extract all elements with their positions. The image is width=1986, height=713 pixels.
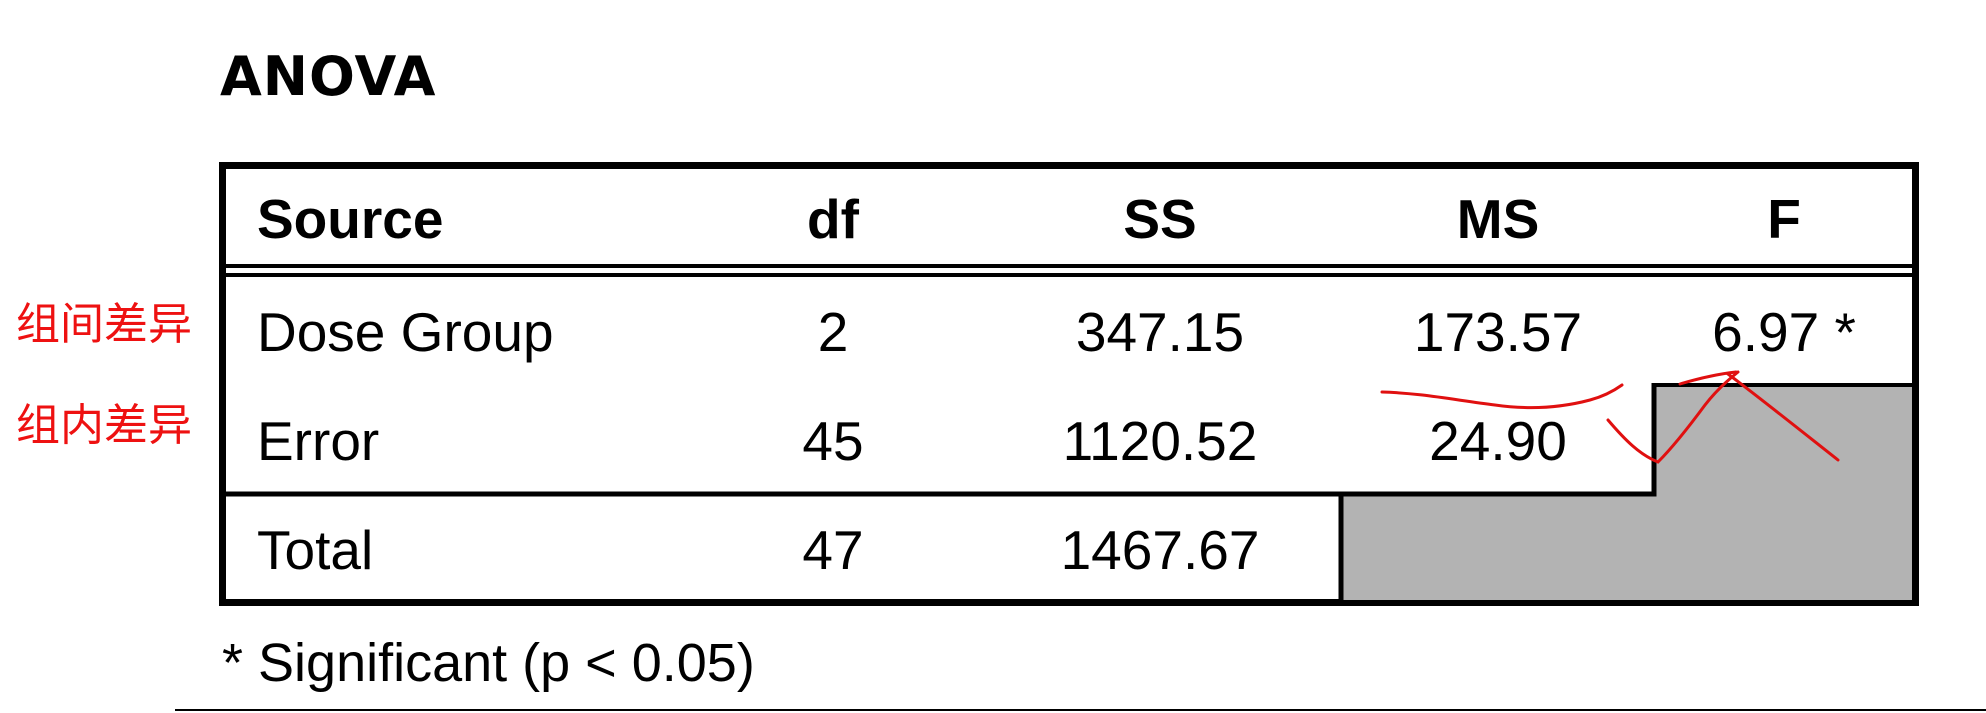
row-error-source: Error (257, 410, 380, 472)
row-total-ss: 1467.67 (1060, 519, 1260, 581)
annotation-within-groups: 组内差异 (16, 400, 192, 451)
row-error-ms: 24.90 (1429, 410, 1567, 472)
row-dose-group-f: 6.97 * (1712, 301, 1856, 363)
row-total-df: 47 (802, 519, 864, 581)
header-f: F (1767, 188, 1801, 250)
significance-footnote: * Significant (p < 0.05) (222, 633, 755, 693)
row-total-source: Total (257, 519, 374, 581)
row-dose-group-ms: 173.57 (1413, 301, 1583, 363)
row-dose-group-source: Dose Group (257, 301, 554, 363)
annotation-between-groups: 组间差异 (16, 299, 192, 350)
header-df: df (807, 188, 859, 250)
row-error-df: 45 (802, 410, 864, 472)
row-dose-group-df: 2 (817, 301, 849, 363)
header-source: Source (257, 188, 444, 250)
table-title: ANOVA (220, 45, 437, 108)
row-error-ss: 1120.52 (1062, 410, 1258, 472)
header-ms: MS (1456, 188, 1540, 250)
header-ss: SS (1123, 188, 1197, 250)
row-dose-group-ss: 347.15 (1075, 301, 1245, 363)
